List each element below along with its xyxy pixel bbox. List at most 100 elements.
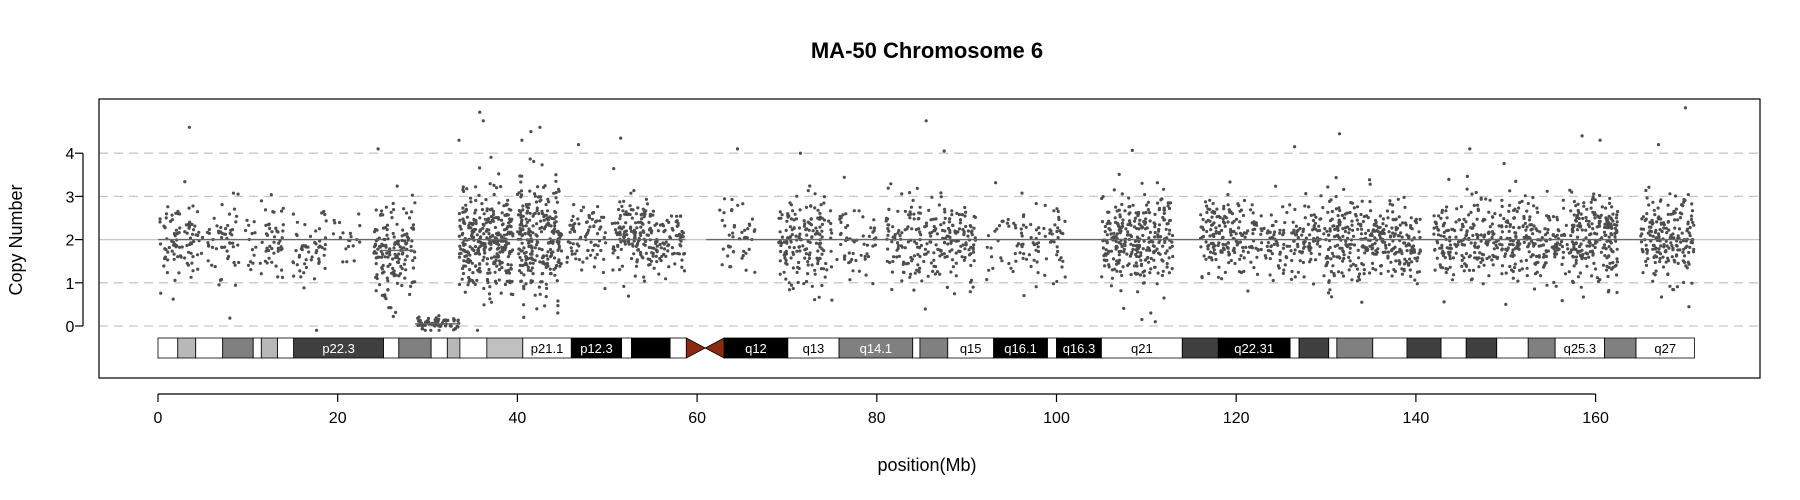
data-point: [470, 261, 474, 265]
data-point: [178, 226, 182, 230]
data-point: [406, 238, 410, 242]
data-point: [403, 276, 407, 280]
data-point: [538, 260, 542, 264]
data-point: [1204, 240, 1208, 244]
data-point: [403, 239, 407, 243]
ideogram-band-label: q14.1: [860, 341, 893, 356]
data-point: [847, 261, 851, 265]
data-point: [518, 230, 522, 235]
data-point: [1043, 203, 1047, 207]
data-point: [1387, 243, 1391, 247]
data-point: [1126, 263, 1130, 268]
data-point: [295, 263, 299, 267]
data-point: [478, 262, 482, 266]
data-point: [820, 235, 824, 239]
data-point: [1471, 233, 1475, 238]
ideogram-band: [446, 337, 461, 359]
data-point: [1138, 273, 1142, 277]
data-point: [1558, 242, 1562, 247]
data-point: [1201, 228, 1206, 232]
data-point: [1440, 243, 1444, 247]
data-point: [854, 258, 858, 263]
data-point: [1615, 257, 1619, 261]
data-point: [1141, 247, 1145, 251]
data-point: [387, 306, 391, 310]
ideogram-band-label: q16.3: [1063, 341, 1096, 356]
data-point: [1494, 243, 1498, 247]
data-point: [1607, 201, 1612, 205]
data-point: [1577, 245, 1582, 249]
data-point: [809, 217, 813, 221]
data-point: [570, 249, 574, 253]
data-point: [1532, 224, 1536, 228]
data-point: [797, 260, 801, 265]
data-point: [747, 247, 751, 251]
data-point: [402, 262, 406, 266]
data-point: [1149, 256, 1153, 261]
data-point: [1022, 252, 1026, 256]
data-point: [465, 187, 469, 191]
data-point: [323, 266, 327, 270]
data-point: [844, 212, 848, 216]
outlier-point: [529, 130, 533, 134]
data-point: [1225, 245, 1229, 249]
data-point: [1222, 207, 1226, 211]
data-point: [822, 195, 827, 199]
data-point: [576, 217, 580, 221]
data-point: [1560, 233, 1564, 237]
data-point: [231, 191, 236, 195]
data-point: [388, 247, 392, 251]
data-point: [923, 307, 927, 311]
data-point: [973, 236, 977, 240]
data-point: [1115, 244, 1119, 248]
data-point: [1275, 241, 1279, 245]
data-point: [244, 228, 248, 233]
data-points: [158, 106, 1696, 332]
data-point: [930, 195, 934, 199]
data-point: [533, 192, 537, 196]
data-point: [274, 264, 278, 268]
data-point: [1289, 277, 1294, 281]
data-point: [168, 219, 173, 223]
data-point: [903, 209, 908, 213]
data-point: [394, 310, 398, 314]
data-point: [1246, 289, 1250, 293]
data-point: [1574, 261, 1578, 265]
data-point: [508, 249, 512, 254]
data-point: [1373, 236, 1377, 240]
data-point: [1234, 232, 1238, 236]
data-point: [1335, 255, 1339, 259]
data-point: [170, 213, 174, 217]
outlier-point: [1580, 134, 1584, 138]
data-point: [352, 259, 356, 263]
data-point: [571, 224, 575, 228]
data-point: [808, 184, 812, 188]
data-point: [1577, 210, 1581, 215]
data-point: [1117, 261, 1121, 265]
data-point: [1533, 262, 1537, 266]
data-point: [272, 235, 277, 239]
x-axis-label: position(Mb): [877, 455, 976, 475]
data-point: [802, 282, 806, 286]
data-point: [720, 218, 724, 222]
data-point: [1162, 208, 1166, 212]
data-point: [1409, 216, 1413, 220]
data-point: [1659, 221, 1663, 225]
data-point: [1164, 251, 1168, 255]
data-point: [525, 220, 529, 224]
data-point: [1461, 224, 1465, 229]
outlier-point: [457, 138, 461, 142]
data-point: [1579, 242, 1583, 246]
data-point: [1140, 181, 1144, 185]
data-point: [1035, 260, 1039, 264]
data-point: [1344, 239, 1348, 243]
data-point: [1204, 257, 1208, 261]
data-point: [1223, 221, 1227, 225]
data-point: [1572, 242, 1576, 246]
data-point: [1129, 273, 1133, 277]
data-point: [1487, 255, 1491, 259]
data-point: [1386, 256, 1390, 260]
data-point: [957, 227, 962, 231]
data-point: [484, 245, 488, 249]
data-point: [857, 269, 862, 273]
